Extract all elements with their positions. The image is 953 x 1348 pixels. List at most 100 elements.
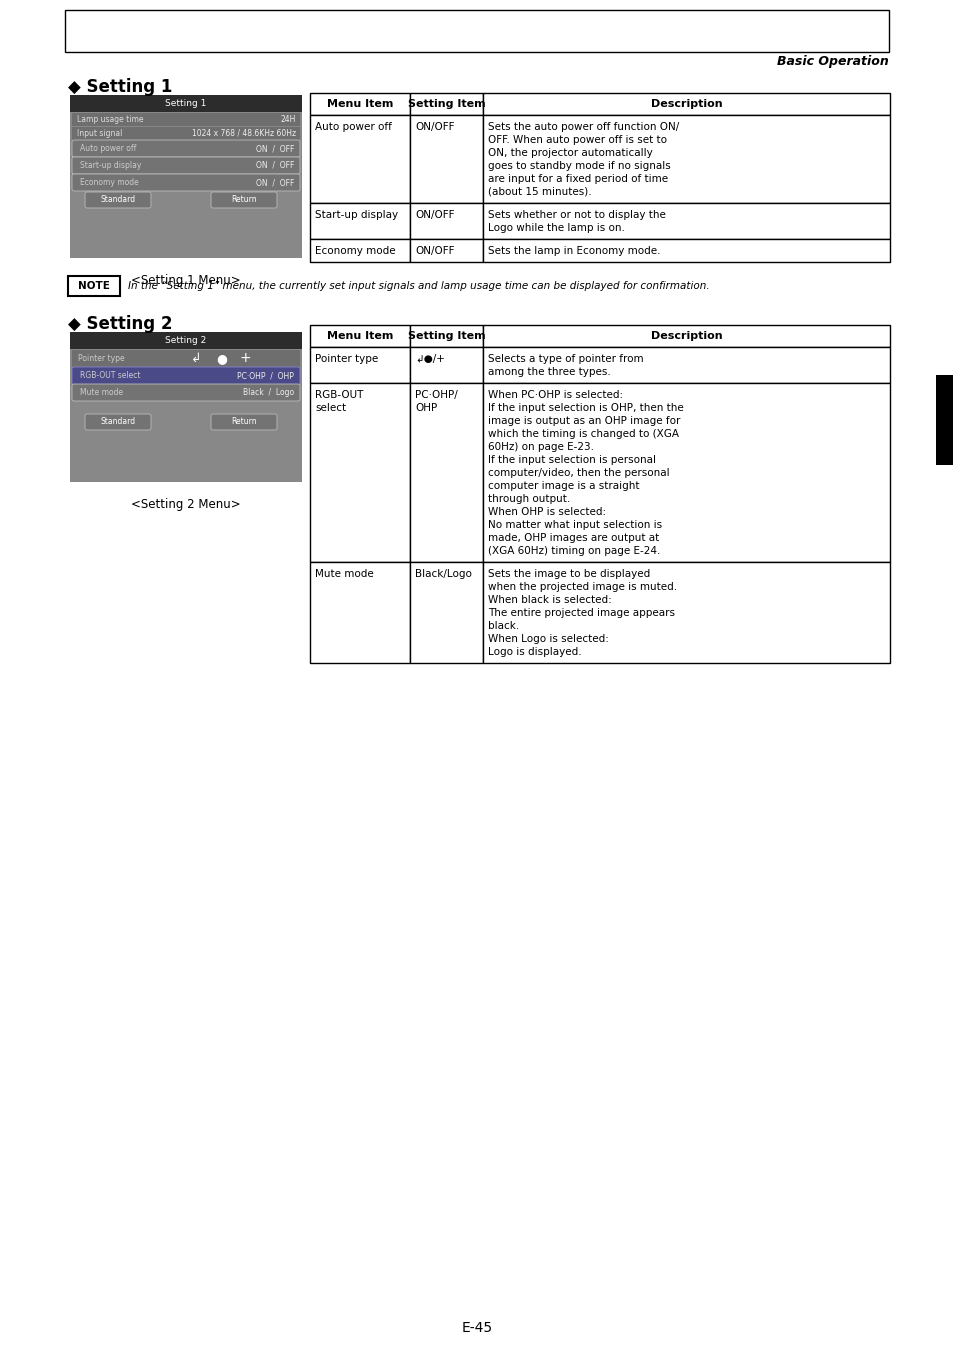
Text: RGB-OUT select: RGB-OUT select — [80, 372, 140, 380]
Text: Lamp usage time: Lamp usage time — [77, 115, 143, 124]
Text: ↲: ↲ — [191, 352, 201, 365]
Text: Pointer type: Pointer type — [314, 355, 377, 364]
Text: select: select — [314, 403, 346, 412]
Text: Input signal: Input signal — [77, 129, 122, 137]
Text: black.: black. — [488, 621, 518, 631]
Text: Standard: Standard — [100, 195, 135, 205]
Text: Start-up display: Start-up display — [314, 210, 397, 220]
Bar — [482, 383, 889, 562]
Text: image is output as an OHP image for: image is output as an OHP image for — [488, 417, 679, 426]
Text: Sets the auto power off function ON/: Sets the auto power off function ON/ — [488, 123, 679, 132]
Text: If the input selection is personal: If the input selection is personal — [488, 456, 656, 465]
Text: ◆ Setting 2: ◆ Setting 2 — [68, 315, 172, 333]
Bar — [70, 332, 302, 349]
Text: Setting Item: Setting Item — [407, 98, 485, 109]
FancyBboxPatch shape — [71, 156, 299, 174]
Bar — [310, 93, 410, 115]
Bar — [410, 239, 482, 262]
Text: PC·OHP/: PC·OHP/ — [415, 390, 457, 400]
Text: Description: Description — [650, 332, 721, 341]
Bar — [482, 325, 889, 346]
Text: E-45: E-45 — [461, 1321, 492, 1335]
Text: When PC·OHP is selected:: When PC·OHP is selected: — [488, 390, 622, 400]
Text: computer/video, then the personal: computer/video, then the personal — [488, 468, 669, 479]
Bar — [410, 346, 482, 383]
Text: ON/OFF: ON/OFF — [415, 245, 454, 256]
Bar — [70, 332, 302, 483]
Text: (about 15 minutes).: (about 15 minutes). — [488, 187, 591, 197]
Bar — [70, 94, 302, 112]
Text: through output.: through output. — [488, 493, 570, 504]
Bar — [482, 204, 889, 239]
Bar — [410, 93, 482, 115]
Bar — [65, 9, 888, 53]
Bar — [482, 93, 889, 115]
Text: Start-up display: Start-up display — [80, 160, 141, 170]
Text: computer image is a straight: computer image is a straight — [488, 481, 639, 491]
Text: ●: ● — [216, 352, 227, 365]
Text: <Setting 1 Menu>: <Setting 1 Menu> — [132, 274, 240, 287]
Bar — [410, 383, 482, 562]
Bar — [68, 276, 120, 297]
Text: Return: Return — [231, 418, 256, 426]
Text: ON, the projector automatically: ON, the projector automatically — [488, 148, 652, 158]
Bar — [310, 383, 410, 562]
Text: Menu Item: Menu Item — [327, 332, 393, 341]
Text: Black/Logo: Black/Logo — [415, 569, 472, 580]
Text: which the timing is changed to (XGA: which the timing is changed to (XGA — [488, 429, 679, 439]
Text: ON  /  OFF: ON / OFF — [255, 178, 294, 187]
Bar — [410, 325, 482, 346]
Text: when the projected image is muted.: when the projected image is muted. — [488, 582, 677, 592]
Text: No matter what input selection is: No matter what input selection is — [488, 520, 661, 530]
Text: ON/OFF: ON/OFF — [415, 210, 454, 220]
Text: ↲●/+: ↲●/+ — [415, 355, 444, 364]
Bar — [482, 239, 889, 262]
Text: Auto power off: Auto power off — [314, 123, 392, 132]
Text: ON/OFF: ON/OFF — [415, 123, 454, 132]
Text: (XGA 60Hz) timing on page E-24.: (XGA 60Hz) timing on page E-24. — [488, 546, 659, 555]
Text: Standard: Standard — [100, 418, 135, 426]
Bar — [410, 115, 482, 204]
Text: <Setting 2 Menu>: <Setting 2 Menu> — [132, 497, 240, 511]
Text: In the “Setting 1” menu, the currently set input signals and lamp usage time can: In the “Setting 1” menu, the currently s… — [128, 280, 709, 291]
FancyBboxPatch shape — [211, 191, 276, 208]
Text: 1024 x 768 / 48.6KHz 60Hz: 1024 x 768 / 48.6KHz 60Hz — [192, 129, 295, 137]
Text: Setting 1: Setting 1 — [165, 98, 207, 108]
FancyBboxPatch shape — [71, 140, 299, 156]
Bar — [482, 562, 889, 663]
FancyBboxPatch shape — [85, 191, 151, 208]
Text: If the input selection is OHP, then the: If the input selection is OHP, then the — [488, 403, 683, 412]
Text: OHP: OHP — [415, 403, 436, 412]
Text: The entire projected image appears: The entire projected image appears — [488, 608, 675, 617]
Text: Sets the lamp in Economy mode.: Sets the lamp in Economy mode. — [488, 245, 659, 256]
Bar — [71, 350, 299, 367]
Bar — [71, 127, 299, 140]
Text: OFF. When auto power off is set to: OFF. When auto power off is set to — [488, 135, 666, 146]
Text: Pointer type: Pointer type — [78, 355, 125, 363]
Text: PC·OHP  /  OHP: PC·OHP / OHP — [237, 372, 294, 380]
Bar — [310, 562, 410, 663]
Bar — [310, 115, 410, 204]
FancyBboxPatch shape — [71, 384, 299, 400]
Text: ON  /  OFF: ON / OFF — [255, 144, 294, 154]
Text: Description: Description — [650, 98, 721, 109]
Text: 24H: 24H — [280, 115, 295, 124]
FancyBboxPatch shape — [85, 414, 151, 430]
Bar — [935, 375, 953, 465]
Text: NOTE: NOTE — [78, 280, 110, 291]
Text: When Logo is selected:: When Logo is selected: — [488, 634, 608, 644]
Text: are input for a fixed period of time: are input for a fixed period of time — [488, 174, 667, 183]
Text: Logo while the lamp is on.: Logo while the lamp is on. — [488, 222, 624, 233]
Text: Basic Operation: Basic Operation — [777, 55, 888, 69]
Text: Economy mode: Economy mode — [80, 178, 138, 187]
Text: Sets the image to be displayed: Sets the image to be displayed — [488, 569, 650, 580]
Text: 60Hz) on page E-23.: 60Hz) on page E-23. — [488, 442, 594, 452]
Text: goes to standby mode if no signals: goes to standby mode if no signals — [488, 160, 670, 171]
Text: Setting 2: Setting 2 — [165, 336, 207, 345]
Text: Economy mode: Economy mode — [314, 245, 395, 256]
Text: Selects a type of pointer from: Selects a type of pointer from — [488, 355, 643, 364]
Bar — [410, 204, 482, 239]
Bar — [410, 562, 482, 663]
Text: Black  /  Logo: Black / Logo — [243, 388, 294, 398]
Text: Menu Item: Menu Item — [327, 98, 393, 109]
